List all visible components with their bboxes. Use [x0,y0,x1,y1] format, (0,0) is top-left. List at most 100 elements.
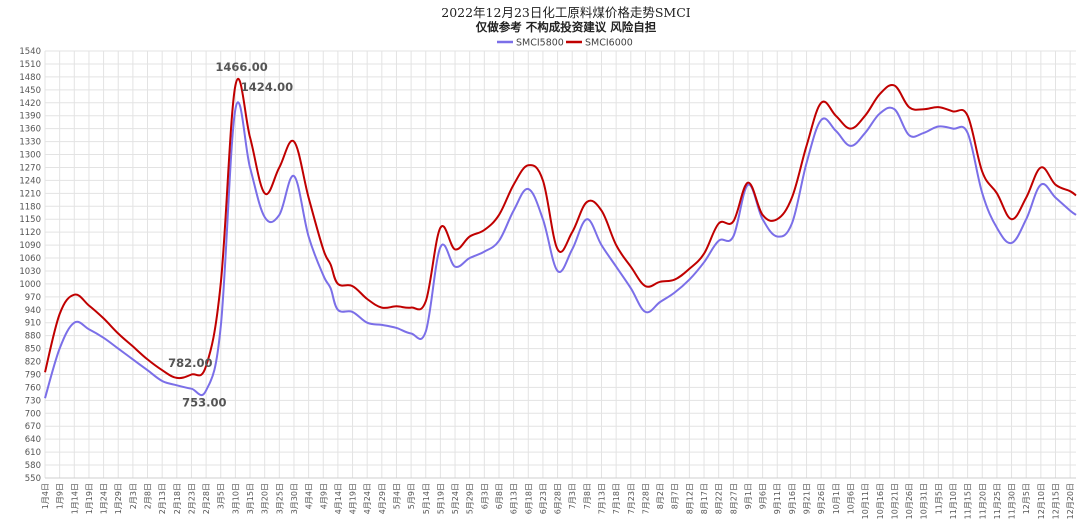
x-axis: 1月4日 1月9日 1月14日 1月19日 1月24日 1月29日 2月3日 2月8日 2月13… [41,477,1076,519]
x-tick-label: 3月30日 [290,483,299,514]
x-tick-label: 10月1日 [832,483,841,514]
x-tick-label: 9月6日 [759,483,768,509]
x-tick-label: 2月18日 [173,483,182,514]
y-tick-label: 1480 [19,73,41,83]
x-tick-label: 10月11日 [861,483,870,519]
x-tick-label: 8月2日 [656,483,665,509]
y-tick-label: 640 [25,435,41,445]
x-tick-label: 10月26日 [905,483,914,519]
x-tick-label: 1月4日 [41,483,50,509]
y-tick-label: 1000 [19,280,41,290]
x-tick-label: 7月18日 [612,483,621,514]
x-tick-label: 6月28日 [554,483,563,514]
y-tick-label: 1120 [19,228,41,238]
x-tick-label: 11月30日 [1008,483,1017,519]
x-tick-label: 7月28日 [641,483,650,514]
x-tick-label: 4月24日 [363,483,372,514]
x-tick-label: 7月13日 [598,483,607,514]
y-tick-label: 1180 [19,202,41,212]
series-lines [44,77,1077,399]
x-tick-label: 6月8日 [495,483,504,509]
y-tick-label: 730 [25,396,41,406]
x-tick-label: 9月11日 [773,483,782,514]
y-tick-label: 1510 [19,60,41,70]
x-tick-label: 8月22日 [715,483,724,514]
x-tick-label: 3月25日 [275,483,284,514]
x-tick-label: 9月26日 [817,483,826,514]
x-tick-label: 5月19日 [436,483,445,514]
y-tick-label: 550 [25,474,41,484]
x-tick-label: 7月23日 [627,483,636,514]
x-tick-label: 1月19日 [85,483,94,514]
legend: SMCI5800 SMCI6000 [497,38,633,49]
x-tick-label: 11月15日 [964,483,973,519]
y-tick-label: 1090 [19,241,41,251]
x-tick-label: 4月9日 [319,483,328,509]
y-tick-label: 850 [25,345,41,355]
x-tick-label: 2月13日 [158,483,167,514]
y-tick-label: 940 [25,306,41,316]
y-tick-label: 1150 [19,215,41,225]
x-tick-label: 1月9日 [56,483,65,509]
x-tick-label: 8月17日 [700,483,709,514]
y-tick-label: 1390 [19,112,41,122]
y-tick-label: 1030 [19,267,41,277]
x-tick-label: 7月3日 [568,483,577,509]
x-tick-label: 6月13日 [510,483,519,514]
data-label: 782.00 [168,356,212,370]
x-tick-label: 2月28日 [202,483,211,514]
x-tick-label: 9月1日 [744,483,753,509]
x-tick-label: 3月20日 [261,483,270,514]
x-tick-label: 1月29日 [114,483,123,514]
data-label: 753.00 [182,395,226,409]
data-label: 1466.00 [215,60,267,74]
x-tick-label: 10月31日 [920,483,929,519]
y-tick-label: 790 [25,370,41,380]
x-tick-label: 10月6日 [846,483,855,514]
y-tick-label: 1270 [19,163,41,173]
y-tick-label: 1540 [19,47,41,57]
y-axis: 550 580 610 640 670 700 730 760 790 820 850 880 910 9… [19,47,41,484]
x-tick-label: 9月16日 [788,483,797,514]
y-tick-label: 880 [25,332,41,342]
y-tick-label: 1210 [19,189,41,199]
x-tick-label: 5月24日 [451,483,460,514]
x-tick-label: 1月24日 [100,483,109,514]
x-tick-label: 5月4日 [392,483,401,509]
legend-label: SMCI6000 [585,38,633,49]
chart-subtitle: 仅做参考 不构成投资建议 风险自担 [475,20,657,34]
x-tick-label: 11月20日 [978,483,987,519]
x-tick-label: 7月8日 [583,483,592,509]
y-tick-label: 760 [25,383,41,393]
legend-label: SMCI5800 [516,38,564,49]
x-tick-label: 10月16日 [876,483,885,519]
x-tick-label: 6月3日 [480,483,489,509]
y-tick-label: 670 [25,422,41,432]
x-tick-label: 5月29日 [466,483,475,514]
y-tick-label: 820 [25,358,41,368]
x-tick-label: 9月21日 [803,483,812,514]
y-tick-label: 970 [25,293,41,303]
x-tick-label: 2月3日 [129,483,138,509]
x-tick-label: 8月12日 [685,483,694,514]
x-tick-label: 12月20日 [1066,483,1075,519]
series-line-smci6000 [44,77,1077,380]
x-tick-label: 11月10日 [949,483,958,519]
y-tick-label: 1240 [19,176,41,186]
y-tick-label: 1330 [19,138,41,148]
x-tick-label: 2月23日 [187,483,196,514]
y-tick-label: 910 [25,319,41,329]
x-tick-label: 12月15日 [1051,483,1060,519]
y-tick-label: 1420 [19,99,41,109]
y-tick-label: 1360 [19,125,41,135]
x-tick-label: 4月29日 [378,483,387,514]
x-tick-label: 10月21日 [890,483,899,519]
y-tick-label: 580 [25,461,41,471]
x-tick-label: 5月14日 [422,483,431,514]
annotations: 1466.00 1424.00 782.00 753.00 [168,60,293,410]
x-tick-label: 4月4日 [305,483,314,509]
grid-lines [44,50,1076,479]
x-tick-label: 11月25日 [993,483,1002,519]
data-label: 1424.00 [241,80,293,94]
